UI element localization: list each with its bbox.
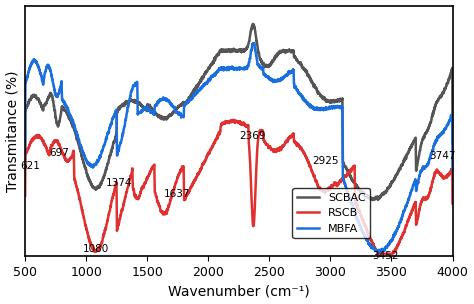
RSCB [279, 146, 284, 150]
Text: 697: 697 [49, 148, 69, 158]
Y-axis label: Transmitance (%): Transmitance (%) [6, 70, 19, 192]
Text: 2925: 2925 [312, 156, 338, 166]
MBFA [301, 98, 306, 102]
SCBAC [450, 142, 456, 145]
MBFA [374, 249, 379, 252]
SCBAC [301, 66, 306, 70]
SCBAC [185, 98, 191, 102]
Line: MBFA: MBFA [25, 43, 453, 252]
RSCB [376, 252, 382, 255]
Line: SCBAC: SCBAC [25, 24, 453, 200]
SCBAC [341, 164, 347, 167]
SCBAC [100, 178, 106, 181]
RSCB [301, 150, 306, 153]
SCBAC [250, 22, 255, 26]
MBFA [279, 77, 284, 80]
MBFA [100, 148, 106, 152]
MBFA [341, 180, 347, 183]
RSCB [22, 194, 28, 198]
SCBAC [369, 198, 375, 202]
Text: 1637: 1637 [164, 188, 191, 199]
RSCB [450, 202, 456, 205]
SCBAC [22, 167, 28, 170]
RSCB [231, 118, 237, 122]
Legend: SCBAC, RSCB, MBFA: SCBAC, RSCB, MBFA [292, 188, 370, 238]
Text: 3452: 3452 [373, 251, 399, 261]
Line: RSCB: RSCB [25, 120, 453, 254]
Text: 1080: 1080 [83, 244, 109, 254]
RSCB [185, 190, 191, 193]
MBFA [376, 250, 382, 254]
Text: 1374: 1374 [105, 178, 132, 188]
RSCB [374, 249, 379, 252]
Text: 621: 621 [20, 161, 40, 171]
MBFA [450, 169, 456, 173]
Text: 2369: 2369 [239, 131, 265, 141]
RSCB [341, 174, 347, 178]
RSCB [100, 237, 106, 240]
SCBAC [279, 50, 284, 53]
Text: 3747: 3747 [429, 151, 456, 161]
MBFA [250, 41, 256, 45]
MBFA [185, 100, 191, 104]
MBFA [22, 152, 28, 155]
X-axis label: Wavenumber (cm⁻¹): Wavenumber (cm⁻¹) [168, 285, 310, 299]
SCBAC [374, 195, 380, 199]
